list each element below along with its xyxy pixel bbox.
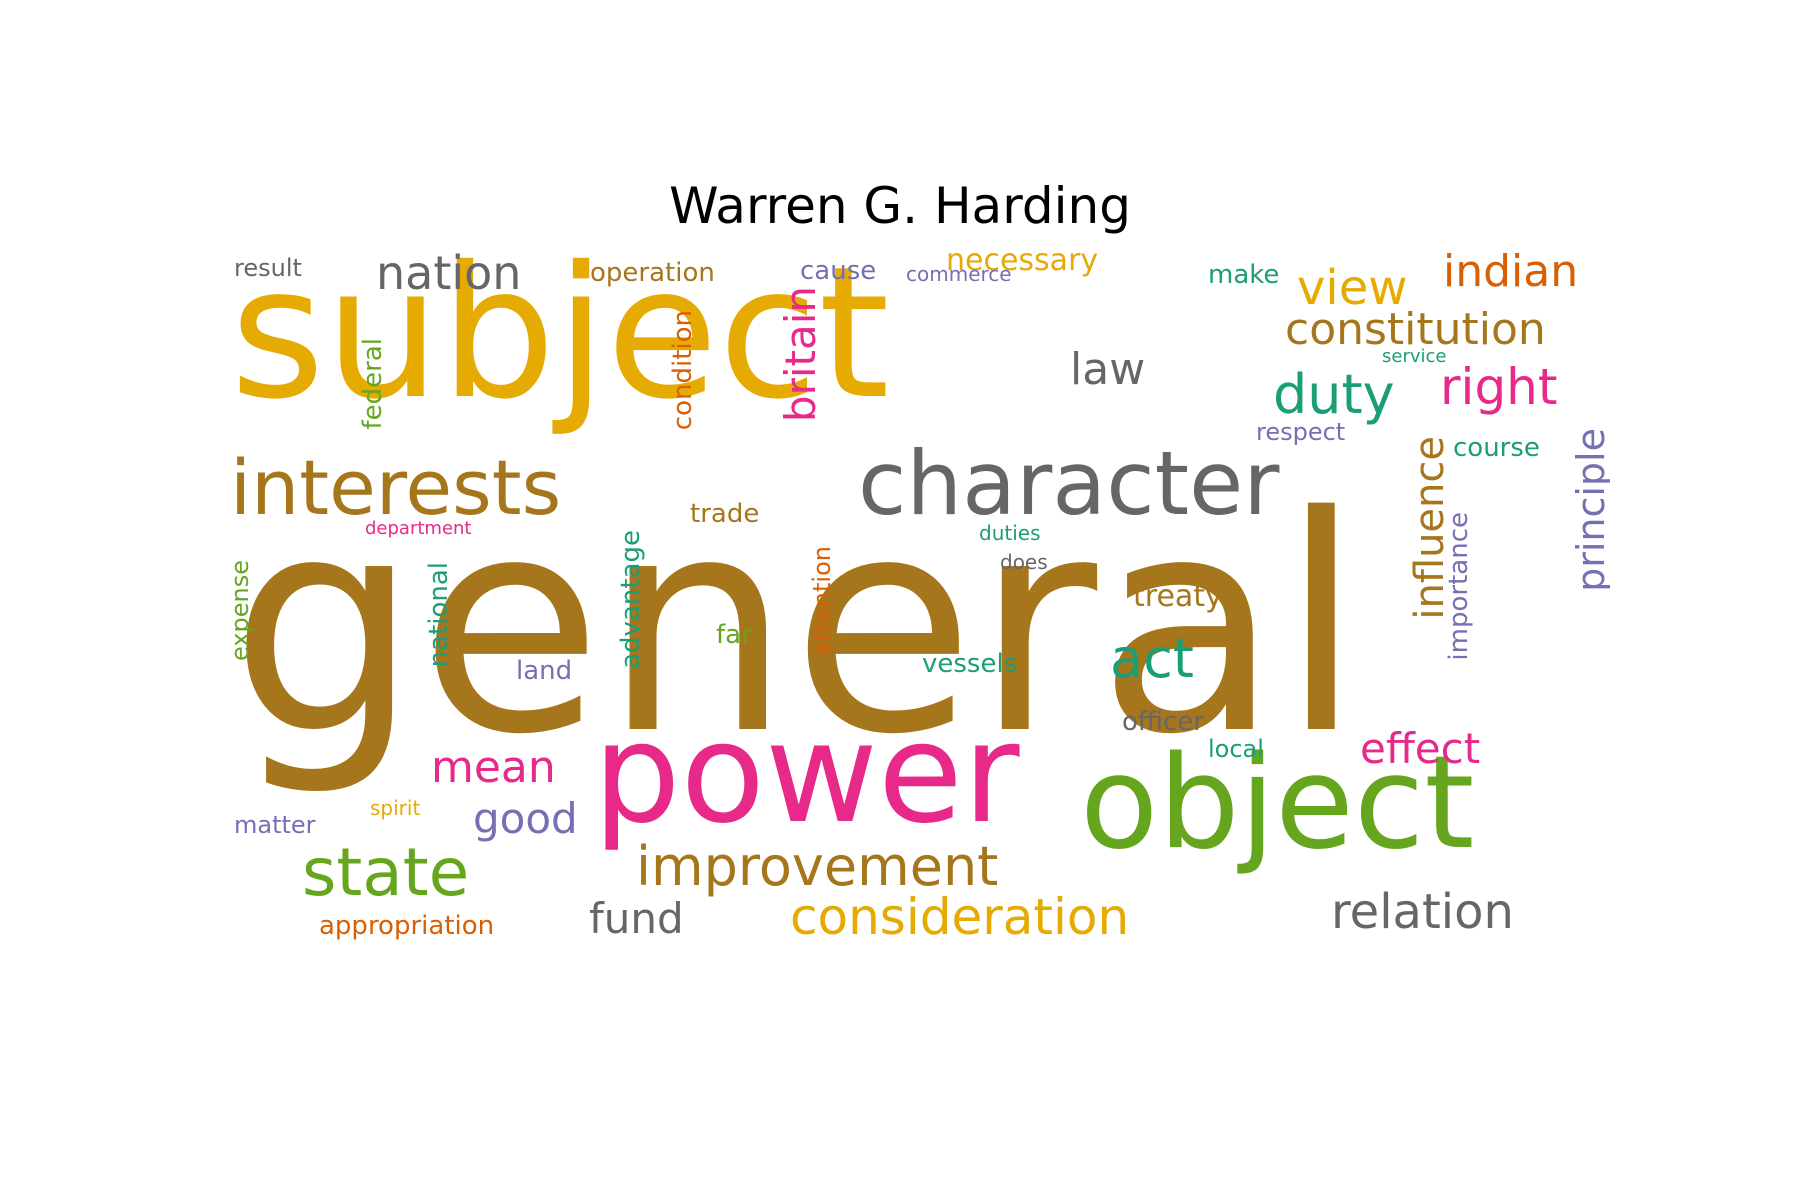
word-officer: officer	[1122, 707, 1205, 737]
word-nation: nation	[376, 250, 522, 300]
word-right: right	[1440, 358, 1558, 416]
word-necessary: necessary	[946, 250, 1099, 278]
word-constitution: constitution	[1285, 304, 1546, 355]
word-character: character	[858, 432, 1280, 535]
word-land: land	[516, 656, 573, 686]
word-matter: matter	[234, 811, 316, 839]
word-mean: mean	[431, 742, 556, 793]
chart-title: Warren G. Harding	[669, 177, 1131, 235]
word-indian: indian	[1443, 250, 1579, 297]
word-power: power	[593, 693, 1020, 854]
word-subject: subject	[230, 250, 890, 439]
word-result: result	[234, 254, 302, 282]
word-cloud: general subject power object character i…	[230, 250, 1610, 942]
word-general: general	[230, 453, 1363, 800]
word-spirit: spirit	[370, 796, 421, 820]
word-cause: cause	[800, 256, 877, 286]
word-state: state	[302, 834, 470, 911]
word-law: law	[1070, 344, 1146, 395]
word-consideration: consideration	[790, 888, 1130, 942]
word-object: object	[1080, 729, 1475, 878]
word-effect: effect	[1360, 724, 1481, 773]
word-appropriation: appropriation	[319, 911, 495, 941]
word-improvement: improvement	[636, 835, 999, 898]
word-principle: principle	[1569, 428, 1610, 592]
word-far: far	[716, 620, 752, 650]
word-interests: interests	[230, 443, 562, 532]
word-national: national	[424, 562, 454, 668]
word-condition: condition	[668, 310, 698, 431]
word-relation: relation	[1331, 884, 1514, 940]
word-operation: operation	[590, 258, 715, 288]
word-commerce: commerce	[906, 262, 1012, 286]
word-does: does	[1000, 550, 1048, 574]
word-britain: britain	[776, 286, 825, 423]
word-course: course	[1453, 433, 1540, 463]
word-service: service	[1382, 346, 1447, 367]
word-respect: respect	[1256, 418, 1346, 446]
word-department: department	[365, 518, 472, 539]
word-fund: fund	[589, 894, 684, 942]
word-treaty: treaty	[1133, 579, 1223, 614]
word-duty: duty	[1273, 363, 1395, 426]
word-good: good	[473, 794, 578, 843]
word-trade: trade	[690, 499, 760, 529]
word-local: local	[1208, 735, 1264, 763]
word-expense: expense	[230, 560, 254, 662]
word-vessels: vessels	[922, 649, 1018, 679]
word-make: make	[1208, 260, 1280, 290]
word-importance: importance	[1444, 512, 1474, 661]
word-advantage: advantage	[616, 530, 646, 669]
word-attention: attention	[808, 546, 836, 656]
word-duties: duties	[979, 521, 1041, 545]
word-act: act	[1110, 627, 1194, 690]
word-view: view	[1297, 260, 1408, 316]
word-federal: federal	[358, 338, 388, 430]
